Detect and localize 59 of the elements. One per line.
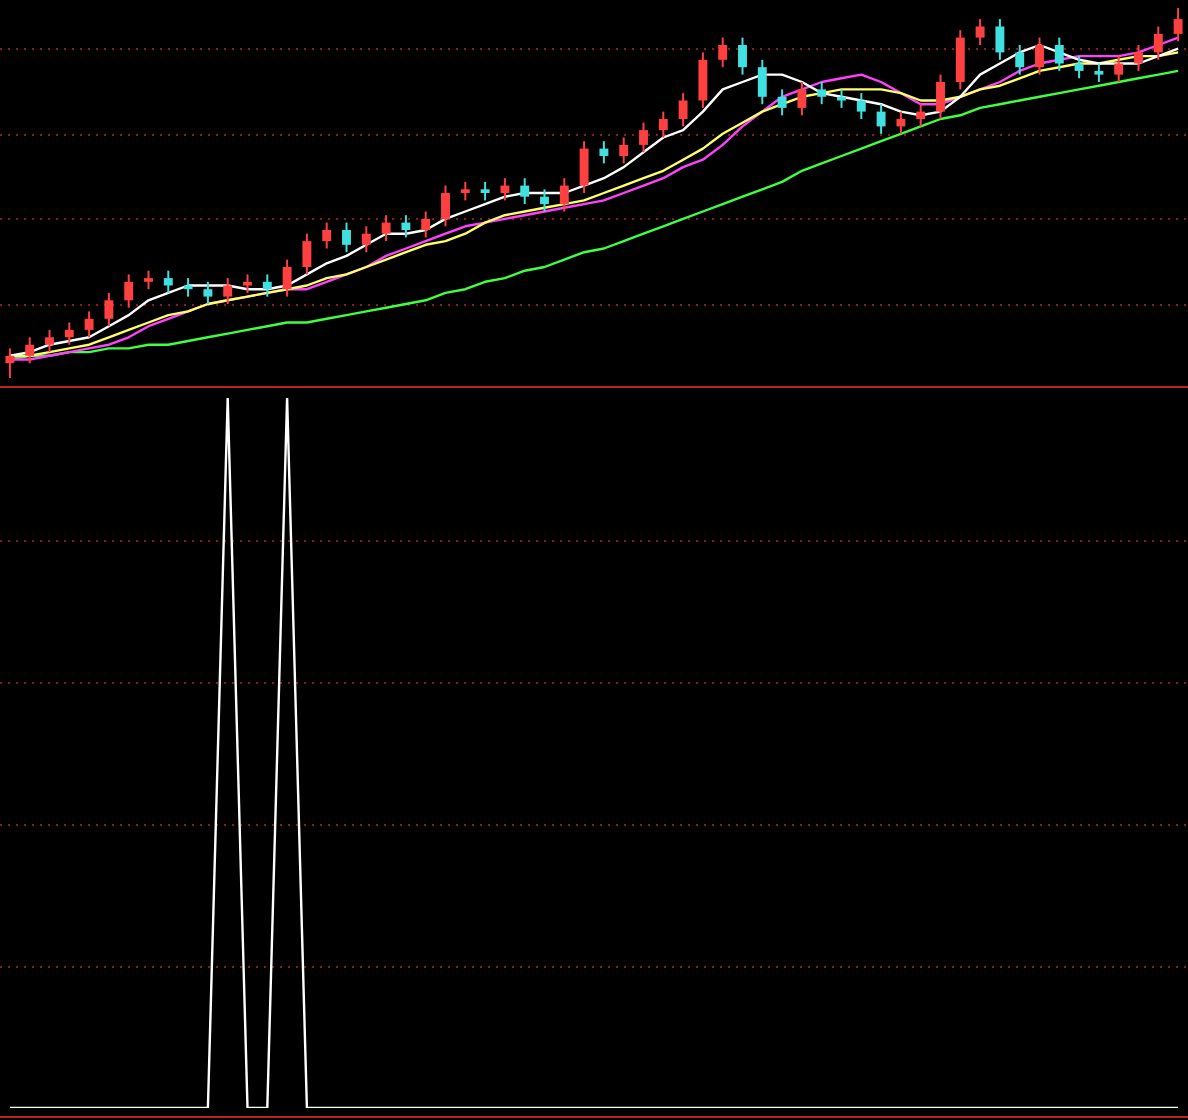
candlestick	[262, 273, 272, 298]
candlestick	[559, 177, 569, 213]
candlestick	[302, 232, 312, 276]
candlestick	[757, 58, 767, 106]
candlestick	[401, 214, 411, 239]
candlestick	[1054, 36, 1064, 72]
candlestick	[540, 188, 549, 213]
candlestick	[45, 328, 54, 354]
candlestick	[1153, 25, 1163, 61]
candlestick	[1074, 55, 1084, 80]
candlestick	[916, 103, 926, 128]
candlestick	[223, 277, 233, 305]
candlestick	[698, 51, 708, 109]
candlestick	[282, 258, 292, 298]
candlestick	[856, 92, 866, 120]
candlestick	[619, 136, 629, 165]
candlestick	[342, 221, 351, 254]
candlestick	[797, 81, 807, 117]
candlestick	[955, 29, 965, 91]
candlestick	[460, 180, 470, 202]
candlestick	[876, 103, 886, 135]
candlestick	[1114, 55, 1124, 83]
candlestick	[322, 221, 332, 250]
candlestick	[124, 273, 134, 309]
candlestick	[500, 177, 510, 202]
candlestick	[837, 88, 846, 109]
candlestick	[599, 140, 609, 165]
candlestick	[817, 81, 827, 106]
candlestick	[995, 18, 1005, 61]
candlestick	[639, 121, 648, 154]
candlestick	[579, 140, 589, 194]
candlestick	[658, 110, 668, 139]
candlestick	[777, 88, 787, 117]
candlestick	[1015, 44, 1025, 76]
candlestick	[163, 269, 173, 294]
candlestick	[203, 280, 213, 305]
candlestick	[104, 291, 114, 328]
candlestick	[896, 110, 906, 135]
candlestick	[1035, 36, 1044, 76]
candlestick	[520, 177, 530, 206]
candlestick	[480, 180, 490, 202]
candlestick	[1173, 7, 1183, 43]
candlestick	[936, 73, 945, 120]
candlestick	[243, 273, 252, 294]
candlestick	[144, 269, 153, 291]
candlestick	[678, 92, 688, 128]
candlestick	[361, 225, 371, 254]
candlestick	[1094, 62, 1104, 83]
candlestick	[1134, 44, 1143, 72]
candlestick	[975, 18, 985, 46]
candlestick	[381, 214, 391, 243]
candlestick	[738, 36, 747, 76]
candlestick	[441, 184, 450, 228]
candlestick	[5, 347, 15, 379]
candlestick	[718, 36, 728, 69]
candlestick	[64, 321, 74, 346]
candlestick	[25, 336, 35, 365]
candlestick	[421, 210, 431, 239]
candlestick	[84, 310, 94, 339]
